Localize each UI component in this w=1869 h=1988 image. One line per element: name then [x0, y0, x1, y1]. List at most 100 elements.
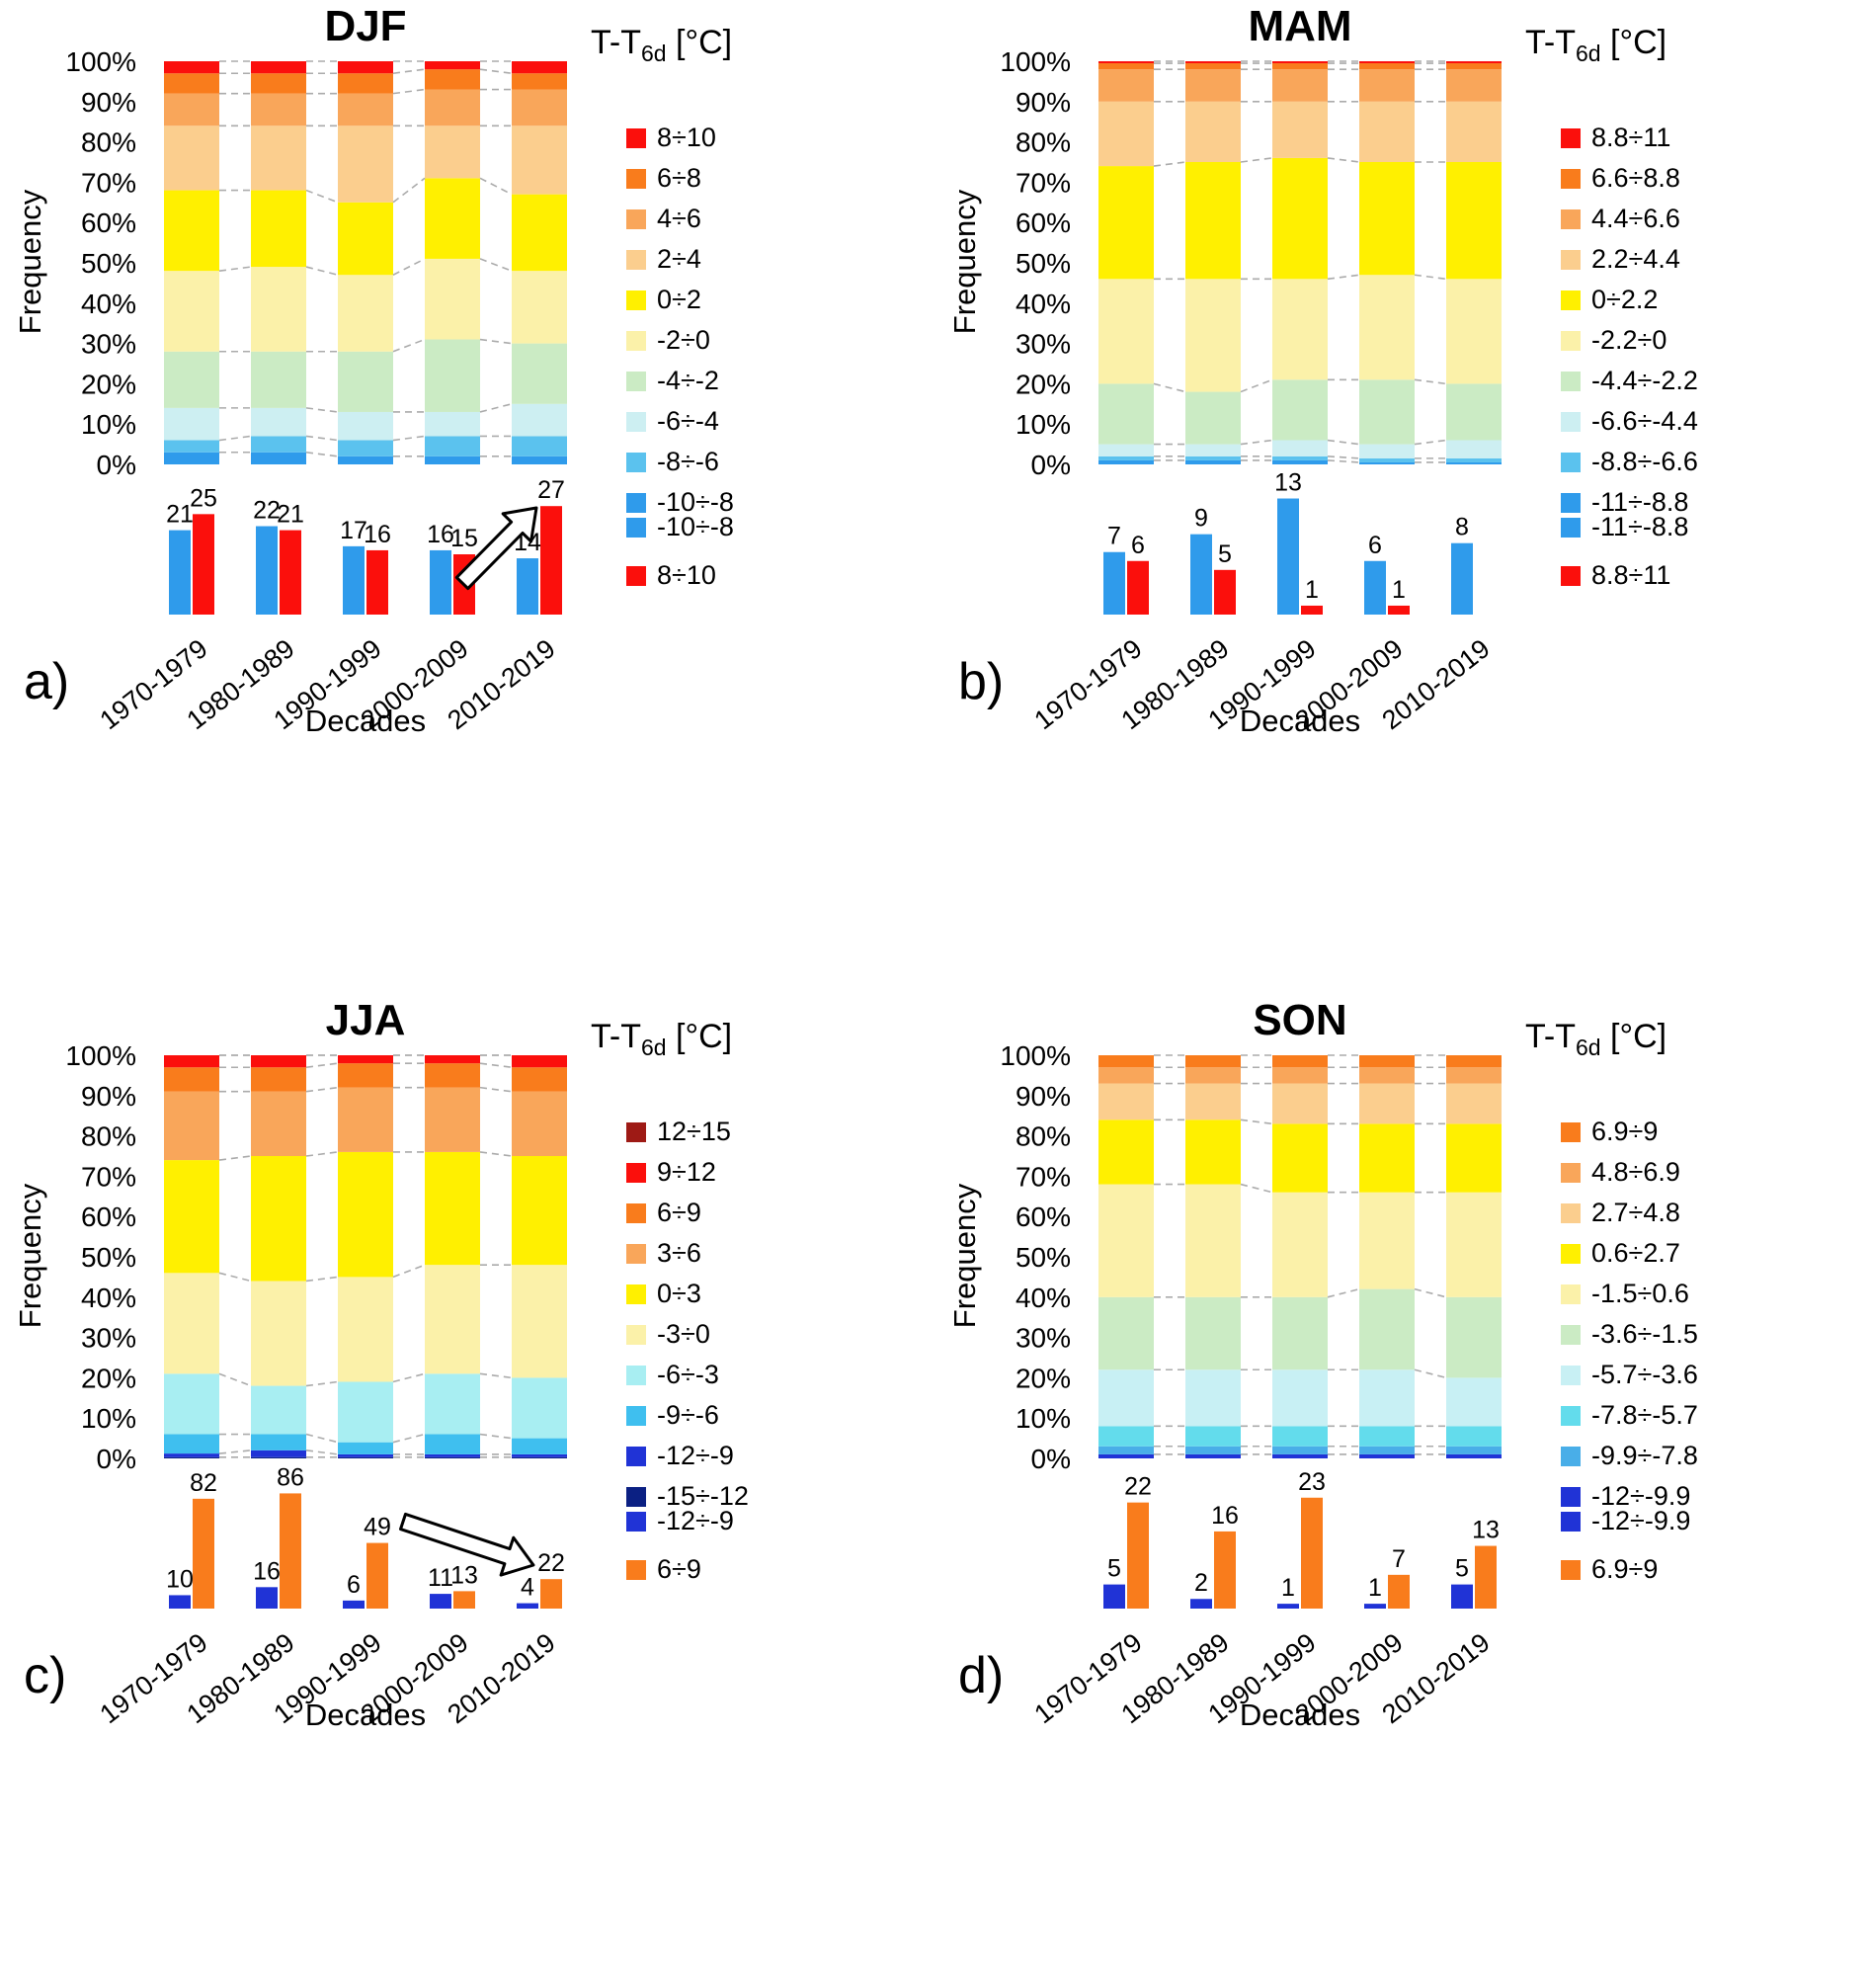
legend-label: 6.6÷8.8	[1591, 163, 1680, 193]
stack-segment	[251, 93, 306, 126]
legend-swatch	[626, 1405, 646, 1426]
connector-line	[479, 1086, 513, 1093]
sub-bar	[453, 1591, 475, 1609]
stack-segment	[512, 1438, 567, 1454]
legend-label: 6.9÷9	[1591, 1554, 1659, 1584]
stack-segment	[425, 1055, 480, 1064]
legend-item: 2.2÷4.4	[1561, 244, 1698, 275]
stack-segment	[1359, 1426, 1415, 1447]
trend-arrow	[399, 1512, 535, 1577]
stack-segment	[1359, 101, 1415, 162]
legend-item: -4.4÷-2.2	[1561, 366, 1698, 396]
legend: 8.8÷11 6.6÷8.8 4.4÷6.6 2.2÷4.4 0÷2.2 -2.2÷0 -4…	[1561, 123, 1698, 518]
legend-item: -7.8÷-5.7	[1561, 1400, 1698, 1431]
y-tick-label: 100%	[1000, 46, 1071, 77]
y-tick-label: 80%	[1016, 1121, 1071, 1152]
legend-swatch	[626, 1202, 646, 1223]
legend-swatch	[626, 452, 646, 472]
stack-segment	[1098, 166, 1154, 280]
legend-item: -2.2÷0	[1561, 325, 1698, 356]
legend-label: 8.8÷11	[1591, 560, 1671, 590]
stack-segment	[1446, 162, 1502, 280]
stack-segment	[425, 339, 480, 412]
stack-segment	[1272, 440, 1328, 456]
stack-segment	[512, 125, 567, 195]
sub-legend: -11÷-8.8 8.8÷11	[1561, 512, 1688, 591]
stack-segment	[1359, 457, 1415, 462]
stack-segment	[1446, 1377, 1502, 1427]
legend-label: -12÷-9.9	[1591, 1481, 1691, 1511]
x-axis-label: Decades	[1239, 704, 1361, 738]
stack-segment	[338, 1277, 393, 1382]
legend-item: -9÷-6	[626, 1400, 749, 1431]
legend-swatch	[1561, 168, 1581, 189]
stack-segment	[1359, 1369, 1415, 1427]
stack-segment	[512, 1453, 567, 1457]
connector-line	[218, 1155, 252, 1161]
stack-segment	[1446, 1446, 1502, 1454]
sub-bar	[193, 1498, 214, 1609]
stack-segment	[338, 351, 393, 412]
legend-label: -10÷-8	[657, 512, 734, 541]
sub-bar	[517, 558, 538, 615]
legend-label: 6÷9	[657, 1198, 701, 1227]
legend-swatch	[1561, 127, 1581, 148]
legend-label: -10÷-8	[657, 487, 734, 517]
legend-swatch	[626, 208, 646, 229]
connector-line	[479, 1062, 513, 1069]
stack-segment	[1185, 1119, 1241, 1185]
stack-segment	[338, 1456, 393, 1458]
y-tick-label: 90%	[1016, 1081, 1071, 1112]
stack-segment	[1446, 279, 1502, 384]
legend-title: T-T6d [°C]	[1525, 1018, 1666, 1061]
trend-arrow	[454, 506, 538, 591]
sub-bar	[256, 1587, 278, 1609]
y-tick-label: 40%	[1016, 1283, 1071, 1313]
y-tick-label: 100%	[65, 46, 136, 77]
legend-swatch	[1561, 1121, 1581, 1142]
stack-segment	[425, 411, 480, 437]
legend-item: -5.7÷-3.6	[1561, 1360, 1698, 1390]
legend-item: -12÷-9	[626, 1506, 734, 1536]
y-tick-label: 60%	[1016, 1201, 1071, 1232]
y-tick-label: 60%	[81, 207, 136, 238]
stack-segment	[251, 125, 306, 191]
sub-bar-value: 21	[166, 501, 194, 529]
legend-label: -9÷-6	[657, 1400, 719, 1430]
stack-segment	[338, 125, 393, 203]
stack-segment	[251, 1450, 306, 1457]
stack-segment	[338, 1151, 393, 1278]
legend-label: -2.2÷0	[1591, 325, 1667, 355]
sub-bar-value: 17	[340, 517, 367, 544]
panel-c: 0% 10% 20% 30% 40% 50% 60% 70% 80% 90% 100% 10 16 6 11…	[0, 994, 934, 1988]
stack-segment	[1446, 383, 1502, 441]
legend-swatch	[1561, 517, 1581, 538]
sub-bar	[343, 1600, 365, 1609]
stack-segment	[1185, 162, 1241, 280]
stack-segment	[251, 407, 306, 437]
stack-segment	[425, 1434, 480, 1454]
connector-line	[1240, 378, 1273, 393]
panel-b: 0% 10% 20% 30% 40% 50% 60% 70% 80% 90% 100% 7 9 13 6 8 6…	[934, 0, 1869, 994]
legend-title-main: T-T	[1525, 24, 1576, 61]
sub-bar	[1301, 605, 1323, 615]
legend-item: 6÷9	[626, 1198, 749, 1228]
sub-bar	[1475, 1545, 1497, 1609]
legend-item: -2÷0	[626, 325, 734, 356]
stack-segment	[1446, 461, 1502, 464]
legend: 8÷10 6÷8 4÷6 2÷4 0÷2 -2÷0 -4÷-2 -6÷-4 -8÷-6 -10÷-…	[626, 123, 734, 518]
stack-segment	[164, 73, 219, 94]
connector-line	[1153, 161, 1186, 167]
stack-segment	[164, 351, 219, 408]
stack-segment	[251, 61, 306, 74]
panel-title: DJF	[324, 2, 407, 50]
legend: 12÷15 9÷12 6÷9 3÷6 0÷3 -3÷0 -6÷-3 -9÷-6 -12÷-9 -1…	[626, 1117, 749, 1512]
legend-title-unit: [°C]	[666, 1018, 733, 1055]
sub-bar	[1103, 1584, 1125, 1609]
legend-swatch	[1561, 411, 1581, 432]
stack-segment	[512, 1456, 567, 1458]
legend-item: 0÷2.2	[1561, 285, 1698, 315]
stack-segment	[425, 258, 480, 340]
connector-line	[479, 403, 513, 413]
